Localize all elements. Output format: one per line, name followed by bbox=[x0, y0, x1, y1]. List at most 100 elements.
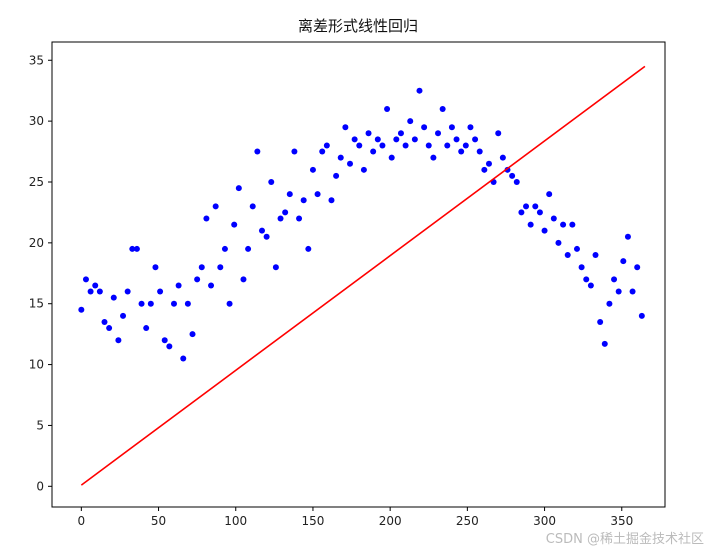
data-point bbox=[384, 105, 391, 112]
data-point bbox=[453, 136, 460, 143]
data-point bbox=[333, 172, 340, 179]
data-point bbox=[268, 178, 275, 185]
data-point bbox=[592, 252, 599, 259]
data-point bbox=[78, 306, 85, 313]
data-point bbox=[212, 203, 219, 210]
x-tick-label: 300 bbox=[533, 514, 556, 528]
data-point bbox=[397, 130, 404, 137]
data-point bbox=[309, 166, 316, 173]
chart-title: 离差形式线性回归 bbox=[298, 17, 418, 35]
data-point bbox=[555, 239, 562, 246]
data-point bbox=[106, 325, 113, 332]
data-point bbox=[569, 221, 576, 228]
data-point bbox=[92, 282, 99, 289]
data-point bbox=[184, 300, 191, 307]
data-point bbox=[347, 160, 354, 167]
regression-line bbox=[80, 65, 646, 486]
data-point bbox=[587, 282, 594, 289]
data-point bbox=[328, 197, 335, 204]
data-point bbox=[351, 136, 358, 143]
data-point bbox=[254, 148, 261, 155]
data-point bbox=[597, 318, 604, 325]
data-point bbox=[120, 312, 127, 319]
data-point bbox=[282, 209, 289, 216]
data-point bbox=[286, 191, 293, 198]
data-point bbox=[444, 142, 451, 149]
data-point bbox=[573, 245, 580, 252]
data-point bbox=[495, 130, 502, 137]
x-tick-label: 100 bbox=[224, 514, 247, 528]
data-point bbox=[96, 288, 103, 295]
data-point bbox=[296, 215, 303, 222]
data-point bbox=[476, 148, 483, 155]
data-point bbox=[499, 154, 506, 161]
data-point bbox=[564, 252, 571, 259]
data-point bbox=[611, 276, 618, 283]
data-point bbox=[208, 282, 215, 289]
data-point bbox=[235, 185, 242, 192]
data-point bbox=[485, 160, 492, 167]
data-point bbox=[629, 288, 636, 295]
data-point bbox=[170, 300, 177, 307]
data-point bbox=[601, 340, 608, 347]
x-tick-label: 0 bbox=[78, 514, 86, 528]
data-point bbox=[189, 331, 196, 338]
data-point bbox=[277, 215, 284, 222]
data-point bbox=[370, 148, 377, 155]
y-tick-label: 35 bbox=[29, 53, 44, 67]
data-point bbox=[143, 325, 150, 332]
data-point bbox=[319, 148, 326, 155]
data-point bbox=[166, 343, 173, 350]
data-point bbox=[462, 142, 469, 149]
data-point bbox=[180, 355, 187, 362]
data-point bbox=[624, 233, 631, 240]
data-point bbox=[342, 124, 349, 131]
data-point bbox=[133, 245, 140, 252]
data-point bbox=[513, 178, 520, 185]
data-point bbox=[240, 276, 247, 283]
y-tick-label: 10 bbox=[29, 358, 44, 372]
data-point bbox=[231, 221, 238, 228]
y-tick-label: 0 bbox=[36, 479, 44, 493]
data-point bbox=[388, 154, 395, 161]
y-tick-label: 30 bbox=[29, 114, 44, 128]
data-point bbox=[411, 136, 418, 143]
data-point bbox=[578, 264, 585, 271]
data-point bbox=[458, 148, 465, 155]
x-tick-label: 200 bbox=[379, 514, 402, 528]
data-point bbox=[606, 300, 613, 307]
data-point bbox=[532, 203, 539, 210]
data-point bbox=[518, 209, 525, 216]
x-tick-label: 50 bbox=[151, 514, 166, 528]
y-tick-label: 15 bbox=[29, 297, 44, 311]
data-point bbox=[527, 221, 534, 228]
data-point bbox=[435, 130, 442, 137]
data-point bbox=[560, 221, 567, 228]
data-point bbox=[152, 264, 159, 271]
data-point bbox=[175, 282, 182, 289]
data-point bbox=[634, 264, 641, 271]
data-point bbox=[305, 245, 312, 252]
data-point bbox=[379, 142, 386, 149]
data-point bbox=[291, 148, 298, 155]
data-point bbox=[638, 312, 645, 319]
data-point bbox=[546, 191, 553, 198]
data-point bbox=[439, 105, 446, 112]
data-point bbox=[337, 154, 344, 161]
data-point bbox=[374, 136, 381, 143]
data-point bbox=[523, 203, 530, 210]
data-point bbox=[245, 245, 252, 252]
data-point bbox=[314, 191, 321, 198]
x-tick-label: 350 bbox=[610, 514, 633, 528]
data-point bbox=[550, 215, 557, 222]
data-point bbox=[157, 288, 164, 295]
data-point bbox=[360, 166, 367, 173]
data-point bbox=[147, 300, 154, 307]
watermark: CSDN @稀土掘金技术社区 bbox=[546, 531, 704, 546]
data-point bbox=[393, 136, 400, 143]
data-point bbox=[536, 209, 543, 216]
x-tick-label: 150 bbox=[301, 514, 324, 528]
data-point bbox=[82, 276, 89, 283]
data-point bbox=[425, 142, 432, 149]
